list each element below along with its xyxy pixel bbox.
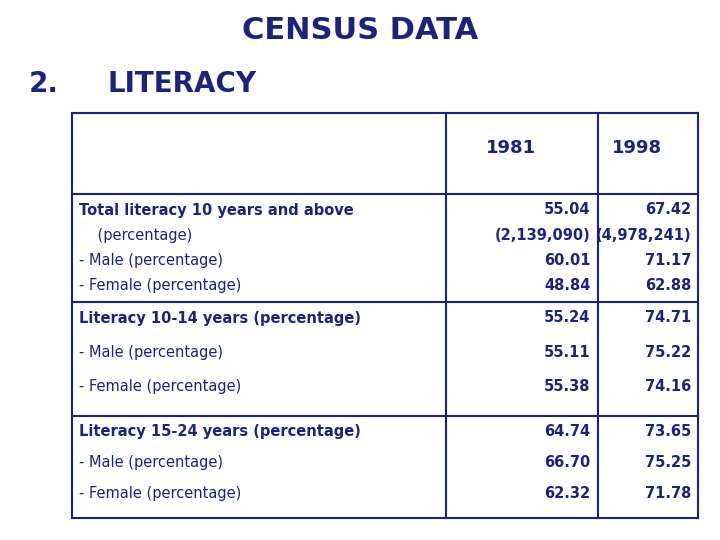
Text: CENSUS DATA: CENSUS DATA	[242, 16, 478, 45]
Text: - Male (percentage): - Male (percentage)	[79, 345, 223, 360]
Text: 1998: 1998	[612, 139, 662, 158]
Text: Total literacy 10 years and above: Total literacy 10 years and above	[79, 202, 354, 218]
Text: 71.17: 71.17	[645, 253, 691, 268]
Text: 60.01: 60.01	[544, 253, 590, 268]
Text: 55.11: 55.11	[544, 345, 590, 360]
Text: 75.22: 75.22	[645, 345, 691, 360]
Text: 71.78: 71.78	[645, 486, 691, 501]
Text: Literacy 15-24 years (percentage): Literacy 15-24 years (percentage)	[79, 424, 361, 439]
Text: - Female (percentage): - Female (percentage)	[79, 486, 241, 501]
Text: 62.32: 62.32	[544, 486, 590, 501]
Text: - Female (percentage): - Female (percentage)	[79, 278, 241, 293]
Text: (2,139,090): (2,139,090)	[495, 228, 590, 242]
Text: 64.74: 64.74	[544, 424, 590, 439]
Text: 67.42: 67.42	[645, 202, 691, 218]
Text: 66.70: 66.70	[544, 455, 590, 470]
Text: 74.71: 74.71	[645, 310, 691, 326]
Text: (4,978,241): (4,978,241)	[595, 228, 691, 242]
Text: LITERACY: LITERACY	[108, 70, 257, 98]
Text: - Male (percentage): - Male (percentage)	[79, 455, 223, 470]
Text: (percentage): (percentage)	[79, 228, 192, 242]
Text: 73.65: 73.65	[645, 424, 691, 439]
Text: 75.25: 75.25	[645, 455, 691, 470]
Text: 1981: 1981	[486, 139, 536, 158]
Text: 48.84: 48.84	[544, 278, 590, 293]
Text: - Male (percentage): - Male (percentage)	[79, 253, 223, 268]
Text: 62.88: 62.88	[645, 278, 691, 293]
Text: 55.24: 55.24	[544, 310, 590, 326]
Text: - Female (percentage): - Female (percentage)	[79, 379, 241, 394]
Text: 74.16: 74.16	[645, 379, 691, 394]
Text: 55.38: 55.38	[544, 379, 590, 394]
Text: Literacy 10-14 years (percentage): Literacy 10-14 years (percentage)	[79, 310, 361, 326]
Text: 2.: 2.	[29, 70, 59, 98]
Text: 55.04: 55.04	[544, 202, 590, 218]
